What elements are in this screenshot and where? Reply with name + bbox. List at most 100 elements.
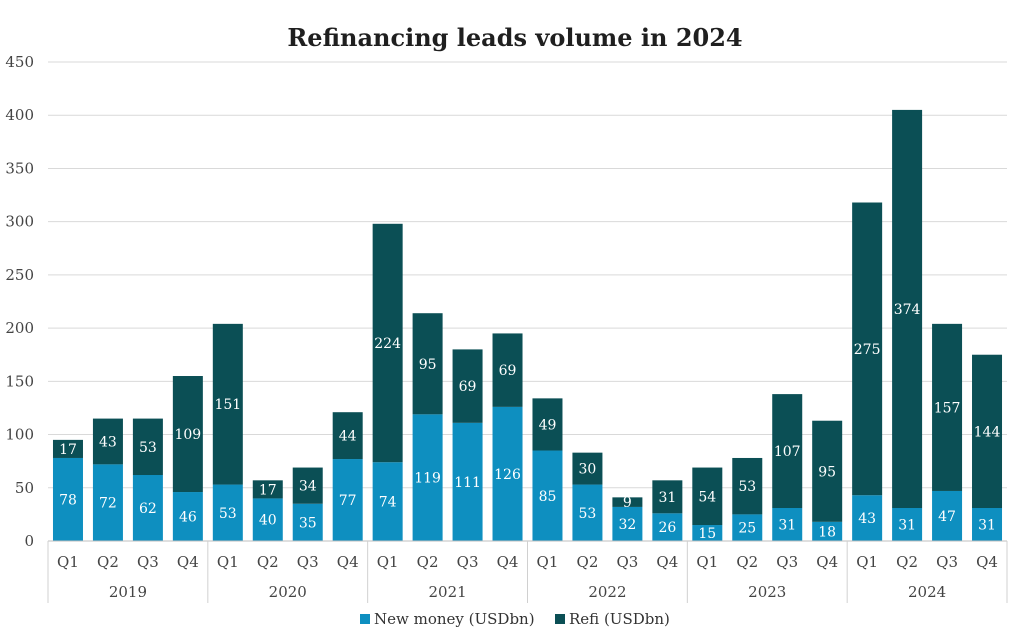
legend-swatch <box>555 614 565 624</box>
y-tick-label: 400 <box>5 106 34 124</box>
x-tick-label-quarter: Q2 <box>896 553 918 571</box>
bar-refi <box>932 323 963 491</box>
x-tick-label-quarter: Q3 <box>457 553 479 571</box>
data-label-refi: 9 <box>623 495 632 511</box>
data-label-new-money: 62 <box>139 501 157 517</box>
bar-refi <box>292 467 323 504</box>
data-label-new-money: 40 <box>259 513 277 529</box>
legend-label: Refi (USDbn) <box>569 610 670 628</box>
bar-refi <box>412 313 443 415</box>
data-label-new-money: 119 <box>414 471 441 487</box>
bar-new-money <box>892 508 923 541</box>
bar-new-money <box>412 414 443 541</box>
data-label-refi: 95 <box>818 464 836 480</box>
bar-refi <box>612 497 643 507</box>
data-label-new-money: 31 <box>778 518 796 534</box>
gridlines <box>48 61 1007 542</box>
x-tick-label-year: 2019 <box>109 583 147 601</box>
bar-refi <box>252 480 283 499</box>
bar-refi <box>772 394 803 509</box>
bar-refi <box>572 452 603 485</box>
data-label-refi: 53 <box>738 479 756 495</box>
bar-new-money <box>212 484 243 541</box>
x-tick-label-quarter: Q4 <box>816 553 838 571</box>
bar-refi <box>332 412 363 460</box>
bar-refi <box>692 467 723 526</box>
bar-refi <box>892 109 923 509</box>
bar-new-money <box>652 513 683 541</box>
x-tick-label-quarter: Q2 <box>257 553 279 571</box>
data-label-new-money: 74 <box>379 495 397 511</box>
y-tick-label: 150 <box>5 372 34 390</box>
x-tick-label-quarter: Q1 <box>377 553 399 571</box>
data-label-refi: 275 <box>854 342 881 358</box>
legend-swatch <box>360 614 370 624</box>
bar-new-money <box>452 422 483 541</box>
x-tick-label-year: 2022 <box>588 583 626 601</box>
bar-new-money <box>812 521 843 541</box>
data-label-refi: 31 <box>658 490 676 506</box>
y-axis-ticks: 0 50 100 150 200 250 300 350 400 450 <box>5 53 34 550</box>
data-label-refi: 49 <box>539 417 557 433</box>
x-tick-label-year: 2020 <box>269 583 307 601</box>
x-tick-label-quarter: Q3 <box>936 553 958 571</box>
data-label-refi: 374 <box>894 302 921 318</box>
bar-new-money <box>852 495 883 541</box>
x-tick-label-year: 2024 <box>908 583 946 601</box>
bar-new-money <box>492 406 523 541</box>
bar-new-money <box>692 525 723 541</box>
data-label-refi: 95 <box>419 357 437 373</box>
data-label-new-money: 25 <box>738 521 756 537</box>
bar-refi <box>212 323 243 485</box>
data-label-new-money: 31 <box>978 518 996 534</box>
bar-refi <box>652 480 683 514</box>
bar-new-money <box>732 514 763 541</box>
bar-new-money <box>172 492 203 541</box>
data-label-refi: 34 <box>299 479 317 495</box>
bar-refi <box>132 418 163 476</box>
data-label-new-money: 78 <box>59 492 77 508</box>
x-tick-label-year: 2021 <box>428 583 466 601</box>
bar-new-money <box>772 508 803 541</box>
bar-refi <box>172 376 203 493</box>
data-label-refi: 107 <box>774 444 801 460</box>
data-label-new-money: 47 <box>938 509 956 525</box>
bar-refi <box>732 457 763 515</box>
data-label-new-money: 53 <box>219 506 237 522</box>
y-tick-label: 350 <box>5 159 34 177</box>
x-tick-label-quarter: Q1 <box>696 553 718 571</box>
x-tick-label-year: 2023 <box>748 583 786 601</box>
data-label-refi: 151 <box>214 397 241 413</box>
legend-label: New money (USDbn) <box>374 610 535 628</box>
bar-refi <box>492 333 523 407</box>
bar-new-money <box>52 457 83 541</box>
x-tick-label-quarter: Q2 <box>577 553 599 571</box>
x-tick-label-quarter: Q4 <box>976 553 998 571</box>
data-label-new-money: 31 <box>898 518 916 534</box>
bar-refi <box>372 223 403 463</box>
data-label-new-money: 126 <box>494 467 521 483</box>
data-label-new-money: 53 <box>579 506 597 522</box>
x-tick-label-quarter: Q3 <box>776 553 798 571</box>
bar-refi <box>972 354 1003 509</box>
bar-new-money <box>132 475 163 541</box>
data-label-refi: 69 <box>459 379 477 395</box>
x-tick-label-quarter: Q3 <box>297 553 319 571</box>
x-tick-label-quarter: Q4 <box>177 553 199 571</box>
bar-new-money <box>372 462 403 541</box>
data-label-refi: 69 <box>499 363 517 379</box>
x-axis: Q1 Q2 Q3 Q4 Q1 Q2 Q3 Q4 Q1 Q2 Q3 Q4 Q1 Q2 Q3 Q4 Q1 Q2 Q3 Q4… <box>47 540 1008 603</box>
data-label-refi: 30 <box>579 462 597 478</box>
data-label-refi: 17 <box>59 442 77 458</box>
bar-refi <box>812 420 843 522</box>
x-tick-label-quarter: Q4 <box>337 553 359 571</box>
data-label-refi: 43 <box>99 434 117 450</box>
bar-new-money <box>612 506 643 541</box>
bar-refi <box>92 418 123 465</box>
x-tick-label-quarter: Q4 <box>656 553 678 571</box>
data-label-new-money: 15 <box>698 526 716 542</box>
bar-refi <box>452 349 483 423</box>
x-tick-label-quarter: Q1 <box>57 553 79 571</box>
y-tick-label: 50 <box>15 479 34 497</box>
x-tick-label-quarter: Q1 <box>856 553 878 571</box>
